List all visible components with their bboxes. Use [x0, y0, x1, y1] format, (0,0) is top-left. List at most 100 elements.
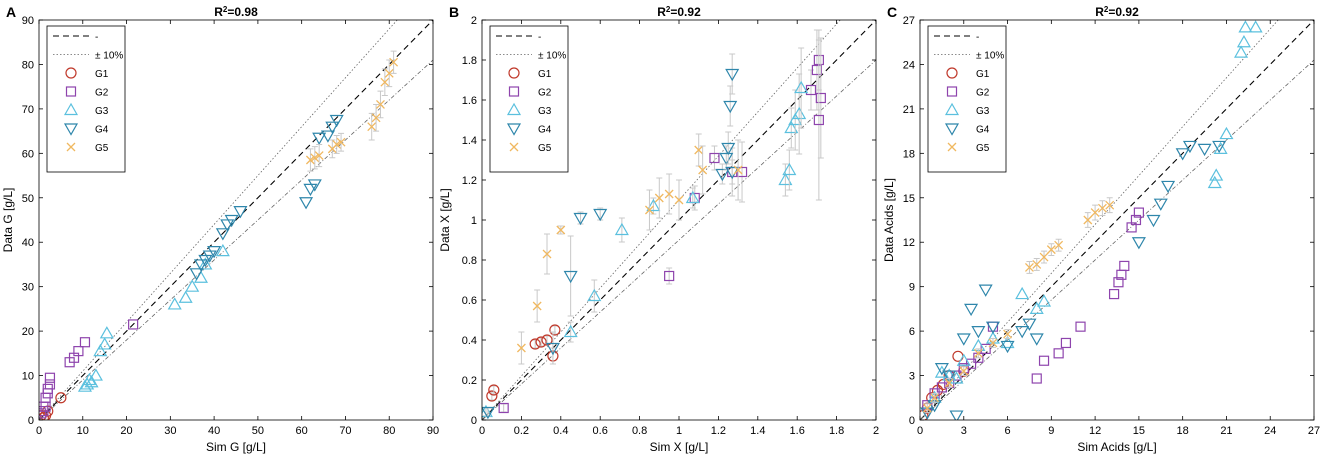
- y-axis-label: Data G [g/L]: [1, 188, 15, 253]
- legend-marker-g3: [944, 102, 960, 116]
- x-tick-label: 80: [383, 425, 395, 437]
- point-g1: [535, 336, 547, 348]
- legend-marker-g2: [65, 86, 77, 97]
- point-g5: [336, 137, 346, 147]
- point-g5: [1054, 240, 1064, 250]
- legend-label: G2: [538, 88, 552, 99]
- error-bar: [798, 47, 805, 129]
- error-bar: [532, 339, 539, 349]
- y-tick-label: 0.8: [462, 255, 477, 267]
- point-g4: [1000, 340, 1015, 354]
- point-g5: [516, 343, 526, 353]
- point-g4: [1175, 148, 1190, 161]
- point-g4: [202, 250, 217, 263]
- y-tick-label: 10: [22, 371, 34, 383]
- x-tick-label: 27: [1308, 425, 1320, 437]
- error-bar: [782, 163, 789, 197]
- point-g4: [220, 219, 235, 232]
- chart-title: R2=0.92: [1095, 5, 1139, 20]
- y-tick-label: 15: [903, 193, 915, 205]
- point-g4: [1161, 180, 1176, 194]
- point-g4: [1153, 198, 1168, 211]
- legend-label: G2: [976, 88, 990, 99]
- error-bar: [807, 69, 814, 111]
- point-g2: [965, 358, 977, 369]
- error-bar: [711, 145, 718, 171]
- y-tick-label: 0.4: [462, 335, 477, 347]
- point-g5: [314, 151, 324, 161]
- point-g5: [1039, 252, 1049, 262]
- y-tick-label: 18: [903, 148, 915, 160]
- legend-marker-g1: [508, 67, 520, 79]
- point-g2: [709, 152, 720, 164]
- x-tick-label: 1.2: [711, 425, 726, 437]
- point-g3: [1236, 35, 1251, 48]
- legend-marker-g4: [506, 123, 522, 136]
- point-g5: [930, 393, 940, 403]
- error-bar: [500, 403, 507, 413]
- legend-box: [489, 25, 569, 173]
- x-tick-label: 1.8: [829, 425, 844, 437]
- legend-label: G1: [95, 69, 109, 80]
- x-tick-label: 0.4: [553, 425, 568, 437]
- point-g1: [488, 384, 500, 396]
- x-tick-label: 0.2: [514, 425, 529, 437]
- point-g3: [792, 106, 807, 120]
- x-tick-label: 0.6: [593, 425, 608, 437]
- y-tick-label: 40: [22, 237, 34, 249]
- point-g5: [1105, 200, 1115, 210]
- point-g3: [193, 270, 209, 283]
- error-bar: [792, 89, 799, 151]
- point-g5: [1003, 329, 1013, 339]
- point-g2: [1031, 373, 1042, 384]
- data-series: [482, 29, 826, 420]
- point-g5: [644, 205, 654, 215]
- y-tick-label: 3: [909, 371, 915, 383]
- data-series: [39, 50, 399, 420]
- y-axis-label: Data X [g/L]: [438, 188, 452, 251]
- y-tick-label: 1.4: [462, 135, 477, 147]
- point-g3: [587, 288, 602, 302]
- legend-box: [927, 25, 1007, 173]
- plus-10pct-line: [39, 20, 398, 420]
- y-tick-label: 70: [22, 104, 34, 116]
- point-g4: [303, 183, 318, 197]
- error-bar: [549, 331, 556, 365]
- point-g4: [949, 410, 964, 420]
- x-tick-label: 2: [873, 425, 879, 437]
- panel-a: A R2=0.98 00 10 10 20 20 30 30 40 40 50 50 60 60 70 70 80…: [1, 4, 439, 454]
- y-tick-label: 0.2: [462, 375, 477, 387]
- point-g2: [1075, 321, 1086, 332]
- legend-label: -: [538, 32, 541, 43]
- point-g3: [1029, 301, 1044, 314]
- point-g2: [1130, 214, 1142, 226]
- point-g4: [1022, 318, 1037, 331]
- x-tick-label: 1: [676, 425, 682, 437]
- x-tick-label: 90: [427, 425, 439, 437]
- point-g4: [721, 142, 736, 156]
- point-g3: [646, 198, 661, 212]
- legend-label: G4: [538, 125, 552, 136]
- x-tick-label: 18: [1177, 425, 1189, 437]
- point-g4: [573, 212, 588, 226]
- x-tick-label: 0: [479, 425, 485, 437]
- point-g3: [84, 375, 99, 388]
- y-tick-label: 0: [909, 415, 915, 427]
- minus-10pct-line: [482, 59, 876, 420]
- point-g4: [207, 246, 222, 259]
- x-tick-label: 12: [1089, 425, 1101, 437]
- point-g5: [922, 403, 932, 413]
- y-tick-label: 60: [22, 148, 34, 160]
- point-g4: [725, 68, 740, 82]
- legend-marker-g5: [947, 142, 957, 152]
- point-g2: [805, 84, 817, 96]
- point-g5: [376, 99, 385, 109]
- point-g2: [1053, 348, 1064, 359]
- legend-marker-g3: [506, 102, 522, 116]
- y-tick-label: 1.8: [462, 55, 477, 67]
- point-g5: [305, 155, 315, 165]
- point-g4: [1146, 214, 1161, 228]
- x-tick-label: 0: [36, 425, 42, 437]
- x-tick-label: 3: [961, 425, 967, 437]
- error-bar: [815, 39, 822, 201]
